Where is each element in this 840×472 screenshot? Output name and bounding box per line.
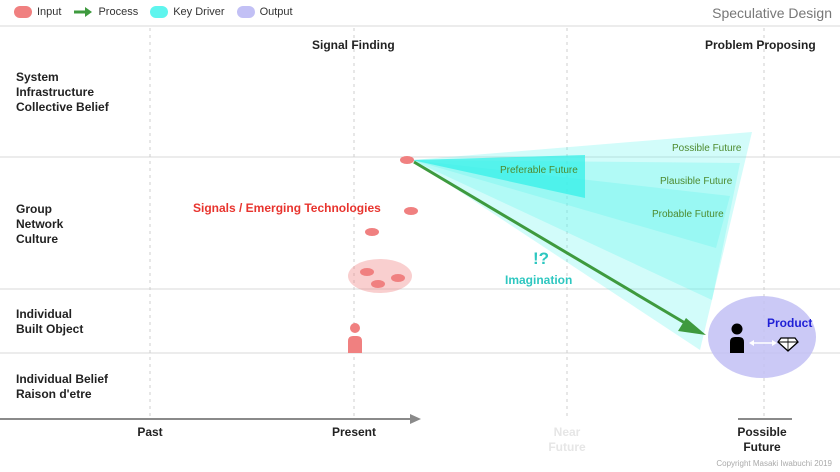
axis-label-line: Near xyxy=(553,425,581,439)
legend-key-driver: Key Driver xyxy=(150,6,225,18)
signal-dot xyxy=(365,228,379,236)
row-label-system: System Infrastructure Collective Belief xyxy=(16,70,109,115)
axis-label-line: Future xyxy=(548,440,586,454)
process-arrow-icon xyxy=(74,7,93,17)
row-label-line: Culture xyxy=(16,232,58,246)
imagination-label: Imagination xyxy=(505,273,573,287)
double-arrow-icon xyxy=(749,340,777,346)
axis-label-possible-future: Possible Future xyxy=(727,425,797,455)
legend-output-label: Output xyxy=(259,6,293,18)
user-icon xyxy=(730,323,744,353)
column-signal-finding: Signal Finding xyxy=(312,38,395,52)
signal-dot xyxy=(371,280,385,288)
page-title: Speculative Design xyxy=(712,5,832,21)
copyright: Copyright Masaki Iwabuchi 2019 xyxy=(716,459,832,468)
row-label-line: Infrastructure xyxy=(16,85,95,99)
diamond-icon xyxy=(777,337,799,352)
legend: Input Process Key Driver Output xyxy=(14,6,305,18)
plausible-future-cone xyxy=(412,160,740,300)
legend-output: Output xyxy=(236,6,293,18)
person-icon xyxy=(348,323,362,353)
row-label-line: Network xyxy=(16,217,64,231)
preferable-future-cone xyxy=(412,155,585,198)
signal-dot xyxy=(400,156,414,164)
process-arrow xyxy=(413,160,691,328)
axis-label-line: Possible xyxy=(737,425,787,439)
probable-future-label: Probable Future xyxy=(652,209,724,220)
row-label-line: Collective Belief xyxy=(16,100,109,114)
plausible-future-label: Plausible Future xyxy=(660,176,733,187)
signal-dot xyxy=(391,274,405,282)
product-label: Product xyxy=(767,316,813,330)
legend-process: Process xyxy=(73,6,138,18)
probable-future-cone xyxy=(412,160,730,248)
output-circle xyxy=(708,296,816,378)
possible-future-cone xyxy=(412,132,752,350)
row-label-line: System xyxy=(16,70,59,84)
legend-key-driver-label: Key Driver xyxy=(173,6,225,18)
process-arrowhead xyxy=(678,318,706,335)
imagination-symbol: !? xyxy=(533,249,550,268)
row-label-line: Raison d'etre xyxy=(16,387,92,401)
input-swatch xyxy=(14,6,32,18)
row-label-line: Individual xyxy=(16,307,73,321)
column-problem-proposing: Problem Proposing xyxy=(705,38,816,52)
axis-label-past: Past xyxy=(137,425,163,439)
axis-label-present: Present xyxy=(331,425,377,439)
signal-dot xyxy=(360,268,374,276)
output-swatch xyxy=(236,6,255,18)
row-label-line: Individual Belief xyxy=(16,372,109,386)
row-label-group: Group Network Culture xyxy=(16,202,63,247)
key-driver-swatch xyxy=(150,6,169,18)
row-label-belief: Individual Belief Raison d'etre xyxy=(16,372,108,402)
possible-future-label: Possible Future xyxy=(672,143,742,154)
legend-input-label: Input xyxy=(37,6,62,18)
row-label-line: Group xyxy=(16,202,52,216)
row-label-line: Built Object xyxy=(16,322,84,336)
legend-input: Input xyxy=(14,6,61,18)
axis-label-near-future: Near Future xyxy=(537,425,597,455)
axis-label-line: Future xyxy=(743,440,781,454)
row-label-individual: Individual Built Object xyxy=(16,307,83,337)
preferable-future-label: Preferable Future xyxy=(500,165,578,176)
time-axis-arrowhead xyxy=(410,414,421,424)
signal-cluster xyxy=(348,259,412,293)
legend-process-label: Process xyxy=(98,6,139,18)
signals-label: Signals / Emerging Technologies xyxy=(193,201,381,215)
signal-dot xyxy=(404,207,418,215)
